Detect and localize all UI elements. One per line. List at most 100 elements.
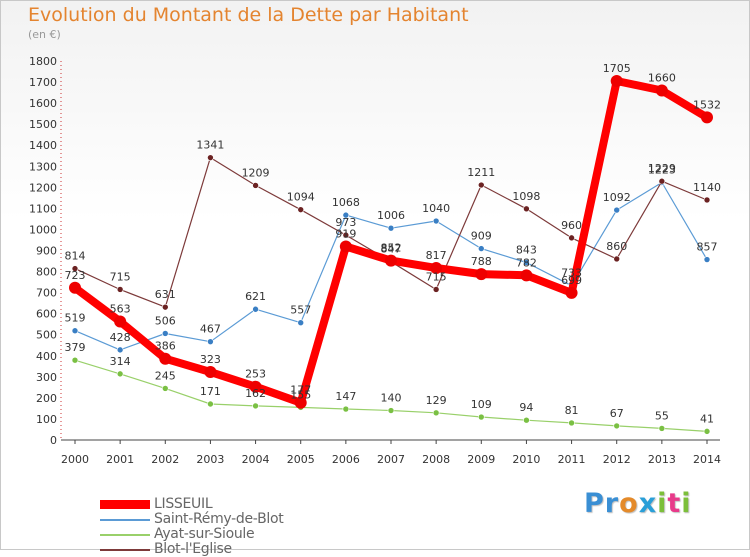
data-label-ayat-sur-sioule: 129 (426, 394, 447, 407)
x-tick-label: 2006 (332, 453, 360, 466)
y-tick-label: 1300 (29, 160, 57, 173)
data-label-lisseuil: 788 (471, 255, 492, 268)
chart-legend: LISSEUIL Saint-Rémy-de-Blot Ayat-sur-Sioul… (100, 497, 284, 557)
x-tick-label: 2013 (648, 453, 676, 466)
y-tick-label: 200 (36, 392, 57, 405)
data-label-lisseuil: 919 (335, 227, 356, 240)
data-point-ayat-sur-sioule (116, 370, 124, 378)
data-point-lisseuil (294, 396, 307, 409)
data-label-saint-r-my-de-blot: 1223 (648, 163, 676, 176)
data-label-ayat-sur-sioule: 41 (700, 412, 714, 425)
data-point-blot-l-eglise (342, 231, 350, 239)
data-point-blot-l-eglise (252, 182, 259, 189)
data-point-ayat-sur-sioule (387, 407, 395, 414)
data-point-lisseuil (69, 281, 81, 294)
data-point-saint-r-my-de-blot (116, 346, 124, 354)
data-label-lisseuil: 1532 (693, 98, 721, 111)
data-label-ayat-sur-sioule: 55 (655, 409, 669, 422)
data-point-ayat-sur-sioule (161, 385, 169, 392)
data-label-lisseuil: 386 (155, 340, 176, 353)
data-point-lisseuil (159, 352, 172, 365)
data-label-blot-l-eglise: 1209 (242, 166, 270, 179)
y-tick-label: 700 (36, 287, 57, 300)
data-label-ayat-sur-sioule: 245 (155, 369, 176, 382)
x-tick-label: 2004 (242, 453, 270, 466)
legend-item: LISSEUIL (100, 497, 283, 512)
legend-swatch (100, 500, 150, 509)
logo-letter: r (604, 488, 620, 519)
x-tick-label: 2003 (196, 453, 224, 466)
data-point-blot-l-eglise (297, 206, 305, 213)
data-point-blot-l-eglise (703, 196, 711, 204)
data-label-lisseuil: 852 (381, 242, 402, 255)
y-tick-label: 0 (50, 434, 57, 447)
data-point-lisseuil (339, 240, 352, 253)
data-label-blot-l-eglise: 715 (426, 270, 447, 283)
data-label-blot-l-eglise: 814 (65, 250, 86, 263)
data-point-saint-r-my-de-blot (387, 224, 395, 232)
data-point-saint-r-my-de-blot (207, 338, 214, 345)
data-label-ayat-sur-sioule: 94 (519, 401, 533, 414)
axes-layer: 0 100 200 300 400 500 600 700 800 900 1000 1100 1200… (29, 55, 721, 466)
data-label-ayat-sur-sioule: 81 (565, 404, 579, 417)
x-tick-label: 2010 (512, 453, 540, 466)
data-point-blot-l-eglise (658, 177, 666, 185)
data-label-saint-r-my-de-blot: 1068 (332, 196, 360, 209)
data-point-lisseuil (204, 365, 217, 378)
legend-label: Ayat-sur-Sioule (154, 526, 255, 542)
y-tick-label: 100 (36, 413, 57, 426)
series-layer (69, 75, 713, 435)
data-label-saint-r-my-de-blot: 909 (471, 230, 492, 243)
legend-item: Ayat-sur-Sioule (100, 527, 283, 542)
data-point-ayat-sur-sioule (207, 400, 214, 408)
x-tick-label: 2007 (377, 453, 405, 466)
data-point-ayat-sur-sioule (71, 356, 79, 364)
x-tick-label: 2001 (106, 453, 134, 466)
data-point-ayat-sur-sioule (613, 422, 621, 430)
y-tick-label: 1400 (29, 139, 57, 152)
data-point-ayat-sur-sioule (658, 425, 666, 432)
data-point-lisseuil (701, 111, 713, 124)
legend-label: Saint-Rémy-de-Blot (154, 511, 284, 527)
y-tick-label: 500 (36, 329, 57, 342)
data-label-saint-r-my-de-blot: 733 (561, 267, 582, 280)
data-point-saint-r-my-de-blot (703, 256, 711, 263)
data-label-blot-l-eglise: 1140 (693, 181, 721, 194)
data-label-lisseuil: 177 (290, 384, 311, 397)
data-label-lisseuil: 782 (516, 256, 537, 269)
data-label-lisseuil: 1660 (648, 71, 676, 84)
data-label-lisseuil: 1705 (603, 62, 631, 75)
logo-letter: x (638, 488, 658, 519)
data-label-saint-r-my-de-blot: 506 (155, 314, 176, 327)
data-label-blot-l-eglise: 715 (110, 270, 131, 283)
x-tick-label: 2008 (422, 453, 450, 466)
data-label-blot-l-eglise: 1094 (287, 191, 315, 204)
data-label-saint-r-my-de-blot: 1040 (422, 202, 450, 215)
x-tick-label: 2000 (61, 453, 89, 466)
x-tick-label: 2009 (467, 453, 495, 466)
logo-letter: t (667, 488, 682, 519)
data-label-ayat-sur-sioule: 155 (290, 388, 311, 401)
data-label-ayat-sur-sioule: 109 (471, 398, 492, 411)
data-label-saint-r-my-de-blot: 621 (245, 290, 266, 303)
data-label-blot-l-eglise: 1341 (196, 139, 224, 152)
x-tick-label: 2005 (287, 453, 315, 466)
data-point-lisseuil (385, 254, 397, 267)
data-label-ayat-sur-sioule: 314 (110, 355, 131, 368)
data-point-saint-r-my-de-blot (477, 245, 485, 252)
data-point-blot-l-eglise (116, 286, 124, 293)
data-point-ayat-sur-sioule (432, 409, 440, 417)
data-point-ayat-sur-sioule (342, 405, 350, 413)
data-point-saint-r-my-de-blot (432, 217, 440, 225)
data-point-saint-r-my-de-blot (252, 305, 259, 313)
series-line-blot-l-eglise (74, 157, 708, 308)
data-label-ayat-sur-sioule: 147 (335, 390, 356, 403)
legend-swatch (100, 518, 150, 521)
data-point-saint-r-my-de-blot (342, 211, 350, 219)
data-label-lisseuil: 563 (110, 302, 131, 315)
data-point-ayat-sur-sioule (568, 419, 575, 427)
y-tick-label: 1500 (29, 118, 57, 131)
data-label-lisseuil: 817 (426, 249, 447, 262)
